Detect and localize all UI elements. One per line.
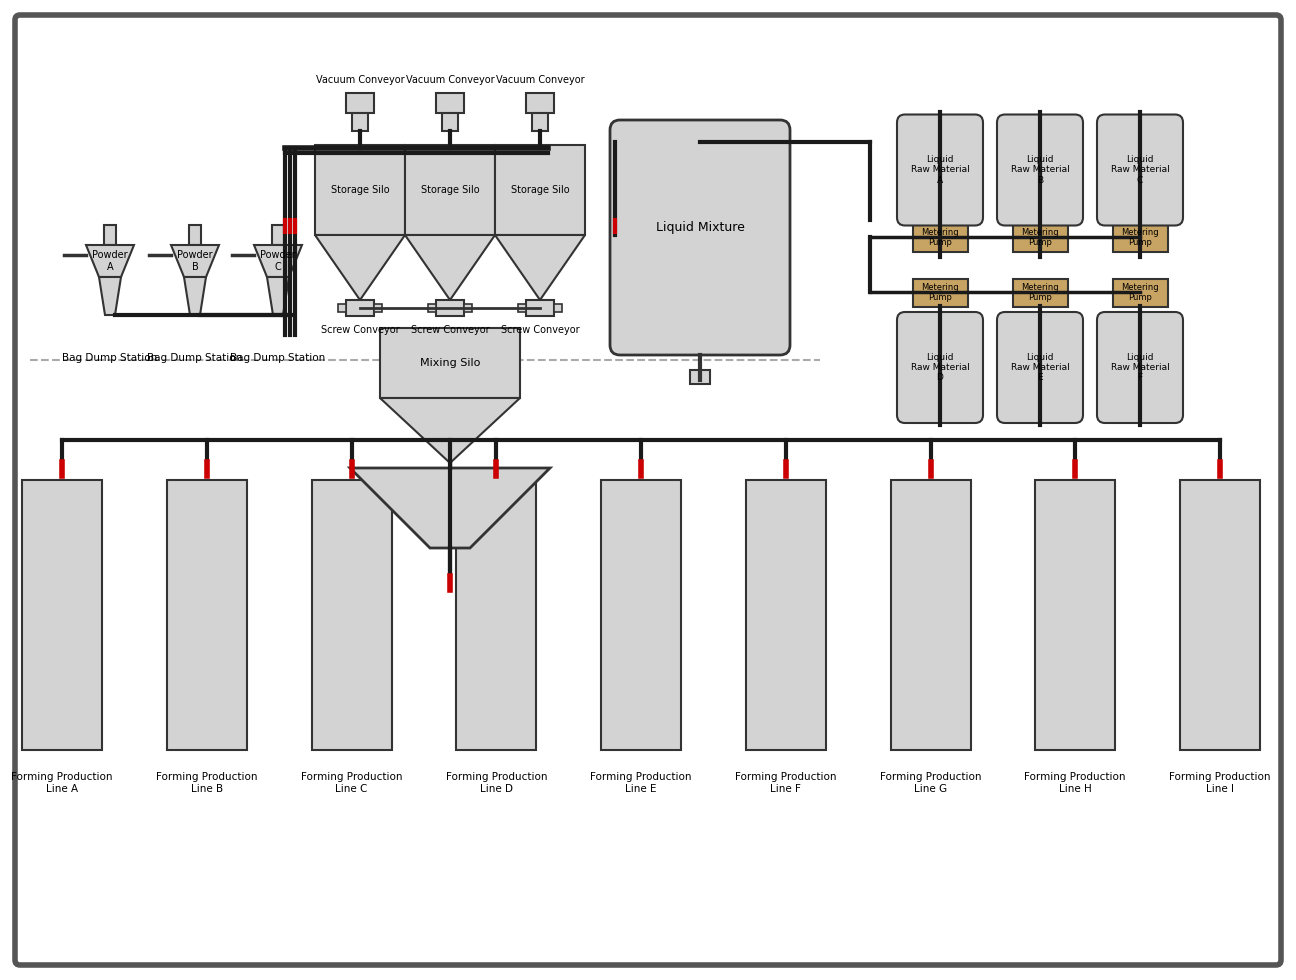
Bar	[104, 225, 117, 245]
Bar	[526, 300, 553, 316]
FancyBboxPatch shape	[997, 115, 1083, 225]
Polygon shape	[86, 245, 133, 277]
Bar	[375, 304, 382, 312]
Text: Liquid
Raw Material
F: Liquid Raw Material F	[1111, 353, 1169, 382]
Bar	[380, 328, 520, 398]
Bar	[428, 304, 435, 312]
Polygon shape	[315, 235, 404, 300]
Text: Liquid
Raw Material
D: Liquid Raw Material D	[911, 353, 969, 382]
Text: Storage Silo: Storage Silo	[421, 185, 480, 195]
Polygon shape	[254, 245, 302, 277]
Bar	[518, 304, 526, 312]
FancyBboxPatch shape	[610, 120, 791, 355]
Bar	[526, 93, 553, 113]
Bar	[912, 223, 968, 252]
Text: Forming Production
Line E: Forming Production Line E	[590, 772, 692, 794]
Bar	[189, 225, 201, 245]
Bar	[353, 113, 368, 131]
Text: Forming Production
Line G: Forming Production Line G	[880, 772, 981, 794]
Text: Metering
Pump: Metering Pump	[1121, 283, 1159, 302]
Text: Storage Silo: Storage Silo	[330, 185, 389, 195]
Text: Liquid Mixture: Liquid Mixture	[656, 221, 744, 234]
Bar	[1112, 223, 1168, 252]
Bar	[456, 480, 537, 750]
Bar	[22, 480, 102, 750]
Text: Metering
Pump: Metering Pump	[1021, 227, 1059, 247]
Polygon shape	[380, 398, 520, 463]
Bar	[311, 480, 391, 750]
Text: Forming Production
Line H: Forming Production Line H	[1025, 772, 1126, 794]
FancyBboxPatch shape	[1096, 115, 1183, 225]
Bar	[338, 304, 346, 312]
Text: Liquid
Raw Material
A: Liquid Raw Material A	[911, 155, 969, 185]
Polygon shape	[98, 277, 121, 315]
Text: Metering
Pump: Metering Pump	[921, 227, 959, 247]
Text: Liquid
Raw Material
E: Liquid Raw Material E	[1011, 353, 1069, 382]
Polygon shape	[171, 245, 219, 277]
FancyBboxPatch shape	[16, 15, 1280, 965]
Bar	[346, 93, 375, 113]
Bar	[890, 480, 971, 750]
Polygon shape	[267, 277, 289, 315]
Text: Forming Production
Line I: Forming Production Line I	[1169, 772, 1271, 794]
Text: Liquid
Raw Material
B: Liquid Raw Material B	[1011, 155, 1069, 185]
Bar	[1012, 223, 1068, 252]
Polygon shape	[404, 235, 495, 300]
Text: Powder
A: Powder A	[92, 250, 128, 271]
Polygon shape	[350, 468, 550, 548]
Text: Bag Dump Station: Bag Dump Station	[231, 353, 325, 363]
Text: Bag Dump Station: Bag Dump Station	[148, 353, 242, 363]
Text: Vacuum Conveyor: Vacuum Conveyor	[495, 75, 584, 85]
Text: Forming Production
Line F: Forming Production Line F	[735, 772, 836, 794]
Text: Metering
Pump: Metering Pump	[1021, 283, 1059, 302]
Bar	[745, 480, 826, 750]
Polygon shape	[495, 235, 584, 300]
FancyBboxPatch shape	[897, 115, 982, 225]
Bar	[442, 113, 457, 131]
Text: Forming Production
Line C: Forming Production Line C	[301, 772, 402, 794]
Bar	[1112, 278, 1168, 307]
Bar	[495, 145, 584, 235]
Bar	[531, 113, 548, 131]
Bar	[435, 300, 464, 316]
Text: Vacuum Conveyor: Vacuum Conveyor	[316, 75, 404, 85]
Text: Metering
Pump: Metering Pump	[1121, 227, 1159, 247]
FancyBboxPatch shape	[1096, 312, 1183, 423]
Bar	[601, 480, 680, 750]
Text: Liquid
Raw Material
C: Liquid Raw Material C	[1111, 155, 1169, 185]
Text: Vacuum Conveyor: Vacuum Conveyor	[406, 75, 494, 85]
Text: Metering
Pump: Metering Pump	[921, 283, 959, 302]
Bar	[346, 300, 375, 316]
Text: Forming Production
Line B: Forming Production Line B	[156, 772, 258, 794]
Bar	[1012, 278, 1068, 307]
Text: Mixing Silo: Mixing Silo	[420, 358, 481, 368]
Bar	[464, 304, 472, 312]
Bar	[553, 304, 562, 312]
FancyBboxPatch shape	[897, 312, 982, 423]
Bar	[1036, 480, 1116, 750]
Bar	[315, 145, 404, 235]
Text: Powder
B: Powder B	[178, 250, 213, 271]
Bar	[689, 370, 710, 384]
Text: Screw Conveyor: Screw Conveyor	[320, 325, 399, 335]
Text: Powder
C: Powder C	[260, 250, 295, 271]
Text: Screw Conveyor: Screw Conveyor	[411, 325, 490, 335]
FancyBboxPatch shape	[997, 312, 1083, 423]
Text: Storage Silo: Storage Silo	[511, 185, 569, 195]
Text: Bag Dump Station: Bag Dump Station	[62, 353, 158, 363]
Text: Screw Conveyor: Screw Conveyor	[500, 325, 579, 335]
Bar	[272, 225, 284, 245]
Polygon shape	[184, 277, 206, 315]
Bar	[1179, 480, 1260, 750]
Bar	[912, 278, 968, 307]
Text: Forming Production
Line D: Forming Production Line D	[446, 772, 547, 794]
Bar	[435, 93, 464, 113]
Text: Forming Production
Line A: Forming Production Line A	[12, 772, 113, 794]
Bar	[404, 145, 495, 235]
Bar	[167, 480, 246, 750]
